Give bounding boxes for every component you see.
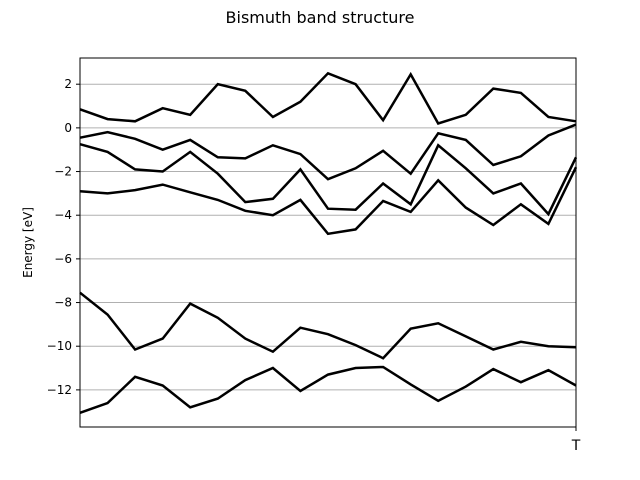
- band-line: [79, 71, 577, 125]
- y-tick-label: 0: [64, 121, 72, 135]
- plot-frame: [79, 57, 577, 428]
- grid-lines: [80, 83, 576, 391]
- y-tick-label: −6: [54, 252, 72, 266]
- band-line: [79, 166, 578, 236]
- y-tick-label: −2: [54, 165, 72, 179]
- band-lines: [79, 71, 578, 414]
- band-line: [79, 365, 577, 414]
- y-tick-label: −12: [47, 383, 72, 397]
- y-axis-ticks: 2 0 −2 −4 −6 −8 −10 −12: [47, 77, 80, 397]
- y-tick-label: −4: [54, 208, 72, 222]
- chart-title: Bismuth band structure: [226, 8, 415, 27]
- y-tick-label: −10: [47, 339, 72, 353]
- band-line: [79, 123, 577, 181]
- y-axis-label: Energy [eV]: [21, 207, 35, 278]
- y-tick-label: −8: [54, 296, 72, 310]
- x-axis-ticks: T: [571, 427, 581, 454]
- band-line: [79, 142, 578, 217]
- y-tick-label: 2: [64, 77, 72, 91]
- x-tick-label: T: [571, 438, 581, 454]
- band-line: [79, 291, 577, 360]
